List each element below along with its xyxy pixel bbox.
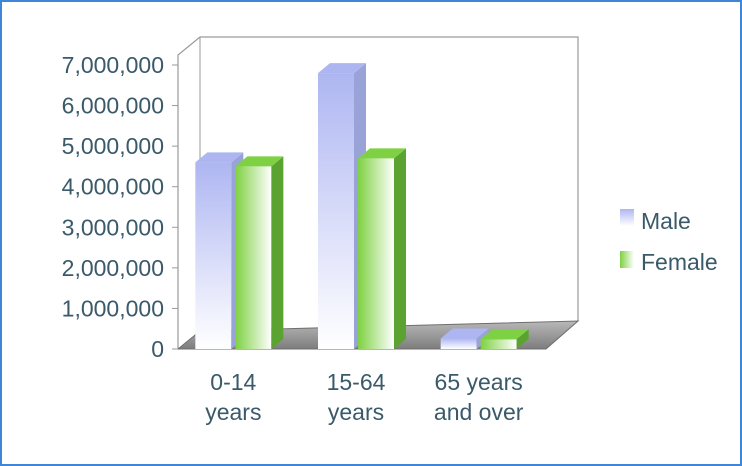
x-category-label: 0-14 xyxy=(210,369,256,395)
bar-front-face xyxy=(480,339,517,349)
bar-top-face xyxy=(358,148,406,159)
bar-top-face xyxy=(480,329,529,340)
y-tick-label: 3,000,000 xyxy=(62,214,164,240)
y-tick-label: 4,000,000 xyxy=(62,174,164,200)
bar-side-face xyxy=(394,148,406,349)
bar-top-face xyxy=(318,63,366,74)
bar-top-face xyxy=(440,328,489,339)
bar-front-face xyxy=(440,338,477,349)
bar-top-face xyxy=(235,156,284,167)
y-tick-label: 6,000,000 xyxy=(62,93,164,119)
x-category-label: and over xyxy=(434,399,524,425)
y-tick-label: 7,000,000 xyxy=(62,52,164,78)
x-category-label: years xyxy=(205,399,261,425)
legend-label-female: Female xyxy=(641,249,718,275)
y-tick-label: 2,000,000 xyxy=(62,255,164,281)
bar-female xyxy=(358,148,406,349)
y-axis: 0 1,000,000 2,000,000 3,000,000 4,000,000 5,0… xyxy=(62,52,178,362)
bar-female xyxy=(235,156,284,349)
x-axis: 0-14 years 15-64 years 65 years and over xyxy=(205,369,524,425)
bar-side-face xyxy=(271,156,284,349)
bar-front-face xyxy=(358,158,394,349)
y-tick-label: 1,000,000 xyxy=(62,295,164,321)
y-tick-label: 5,000,000 xyxy=(62,133,164,159)
bars-group xyxy=(195,63,529,349)
bar-female xyxy=(480,329,529,349)
bar-front-face xyxy=(195,162,232,349)
legend: Male Female xyxy=(620,208,718,275)
bar-top-face xyxy=(195,152,244,163)
y-tick-label: 0 xyxy=(151,336,164,362)
x-category-label: years xyxy=(328,399,384,425)
x-category-label: 15-64 xyxy=(327,369,386,395)
legend-swatch-female xyxy=(620,251,634,268)
legend-label-male: Male xyxy=(641,208,691,234)
legend-swatch-male xyxy=(620,209,634,226)
bar-side-face xyxy=(516,329,529,349)
bar-front-face xyxy=(235,166,272,349)
x-category-label: 65 years xyxy=(435,369,523,395)
bar-front-face xyxy=(318,73,354,349)
